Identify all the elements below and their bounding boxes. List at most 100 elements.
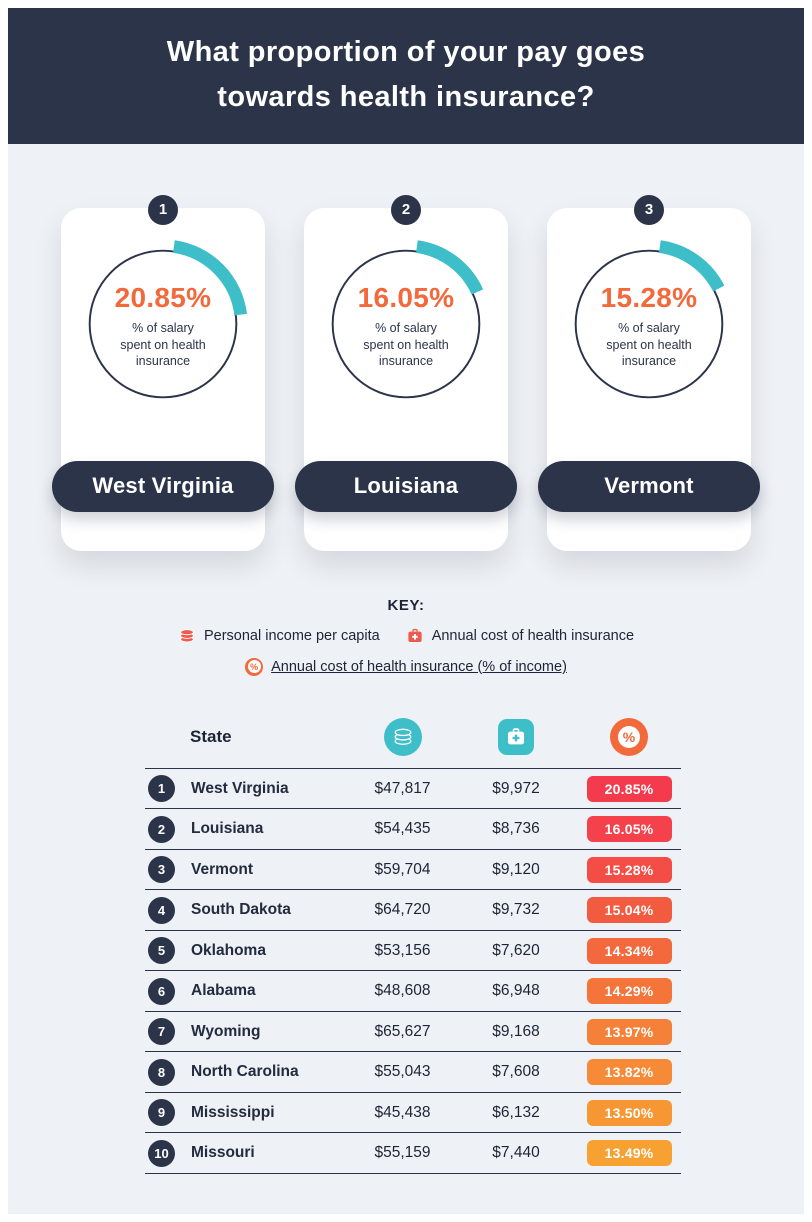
percent-value: 16.05%: [357, 282, 455, 314]
column-header-cost-icon: [498, 718, 534, 755]
table-row: 1 West Virginia $47,817 $9,972 20.85%: [145, 769, 681, 810]
content-area: What proportion of your pay goes towards…: [8, 8, 804, 1214]
percent-badge-cell: 16.05%: [577, 816, 681, 843]
column-header-income-icon: [383, 717, 422, 756]
donut-label: 16.05% % of salary spent on health insur…: [318, 236, 494, 412]
rank-badge: 8: [148, 1058, 175, 1086]
state-cell: 2 Louisiana: [145, 815, 350, 843]
cost-value: $9,168: [492, 1022, 540, 1040]
income-value: $64,720: [374, 901, 431, 919]
table-body: 1 West Virginia $47,817 $9,972 20.85% 2 …: [145, 767, 681, 1174]
state-name: Wyoming: [191, 1022, 261, 1040]
rank-badge: 6: [148, 977, 175, 1005]
percent-badge-cell: 13.82%: [577, 1059, 681, 1086]
percent-glyph: %: [618, 725, 640, 748]
state-card-vermont: 3 15.28% % of salary spent on health ins…: [538, 194, 760, 551]
rank-number: 1: [158, 201, 168, 219]
header: What proportion of your pay goes towards…: [8, 8, 804, 144]
state-cell: 7 Wyoming: [145, 1018, 350, 1046]
income-value: $54,435: [374, 820, 431, 838]
rank-badge: 10: [148, 1139, 175, 1167]
coins-icon: [394, 728, 411, 745]
donut-chart: 20.85% % of salary spent on health insur…: [75, 236, 251, 412]
state-cell: 1 West Virginia: [145, 775, 350, 803]
income-value: $53,156: [374, 941, 431, 959]
state-name: Louisiana: [191, 820, 264, 838]
rank-badge: 9: [148, 1099, 175, 1127]
percent-badge-cell: 13.49%: [577, 1140, 681, 1167]
rank-badge: 3: [148, 856, 175, 884]
page-title-line1: What proportion of your pay goes: [166, 36, 646, 68]
percent-caption-line: spent on health: [120, 337, 206, 352]
top-states-cards: 1 20.85% % of salary spent on health ins…: [8, 194, 804, 551]
state-name: Missouri: [191, 1144, 255, 1162]
legend: KEY: Personal income per capita Annua: [8, 597, 804, 676]
cost-value: $6,948: [492, 982, 540, 1000]
percent-badge: 13.82%: [586, 1059, 672, 1086]
state-card-west-virginia: 1 20.85% % of salary spent on health ins…: [52, 194, 274, 551]
percent-caption-line: % of salary: [618, 321, 680, 336]
percent-badge-cell: 20.85%: [577, 775, 681, 802]
percent-badge-cell: 13.50%: [577, 1099, 681, 1126]
state-cell: 4 South Dakota: [145, 896, 350, 924]
income-value: $45,438: [374, 1103, 431, 1121]
state-name: West Virginia: [191, 779, 289, 797]
percent-badge: 20.85%: [586, 775, 672, 802]
percent-value: 20.85%: [114, 282, 212, 314]
rank-badge: 4: [148, 896, 175, 924]
coins-icon: [180, 629, 194, 643]
percent-badge: 14.34%: [586, 937, 672, 964]
medical-kit-icon: [507, 728, 525, 745]
legend-item-percent: % Annual cost of health insurance (% of …: [245, 657, 567, 676]
legend-row-1: Personal income per capita Annual cost o…: [8, 627, 804, 645]
percent-badge-cell: 14.34%: [577, 937, 681, 964]
rank-badge: 1: [148, 194, 178, 225]
table-row: 2 Louisiana $54,435 $8,736 16.05%: [145, 809, 681, 850]
income-value: $55,043: [374, 1063, 431, 1081]
donut-label: 20.85% % of salary spent on health insur…: [75, 236, 251, 412]
legend-item-income: Personal income per capita: [178, 627, 380, 645]
page-title-line2: towards health insurance?: [217, 80, 595, 113]
table-row: 5 Oklahoma $53,156 $7,620 14.34%: [145, 931, 681, 972]
state-pill: Vermont: [538, 460, 760, 512]
page-title: What proportion of your pay goes towards…: [38, 30, 774, 120]
income-value: $65,627: [374, 1022, 431, 1040]
income-value: $55,159: [374, 1144, 431, 1162]
percent-badge-cell: 15.28%: [577, 856, 681, 883]
percent-caption-line: % of salary: [375, 321, 437, 336]
state-name: South Dakota: [191, 901, 291, 919]
percent-glyph: %: [247, 660, 261, 674]
cost-value: $7,440: [492, 1144, 540, 1162]
cost-value: $8,736: [492, 820, 540, 838]
table-row: 8 North Carolina $55,043 $7,608 13.82%: [145, 1052, 681, 1093]
state-cell: 5 Oklahoma: [145, 937, 350, 965]
legend-income-label: Personal income per capita: [203, 627, 380, 644]
state-card-louisiana: 2 16.05% % of salary spent on health ins…: [295, 194, 517, 551]
legend-title: KEY:: [387, 596, 425, 614]
state-cell: 10 Missouri: [145, 1139, 350, 1167]
cost-value: $9,120: [492, 860, 540, 878]
percent-badge: 16.05%: [586, 816, 672, 843]
rank-badge: 3: [634, 194, 664, 225]
income-value: $47,817: [374, 779, 431, 797]
donut-label: 15.28% % of salary spent on health insur…: [561, 236, 737, 412]
rank-badge: 5: [148, 937, 175, 965]
state-pill: West Virginia: [52, 460, 274, 512]
percent-caption-line: insurance: [135, 354, 191, 369]
state-name: Vermont: [604, 473, 694, 499]
state-name: Alabama: [191, 982, 256, 1000]
state-name: North Carolina: [191, 1063, 299, 1081]
state-name: Mississippi: [191, 1103, 275, 1121]
legend-percent-label: Annual cost of health insurance (% of in…: [271, 658, 567, 675]
percent-caption-line: insurance: [378, 354, 434, 369]
percent-badge: 15.28%: [586, 856, 672, 883]
percent-badge-cell: 14.29%: [577, 978, 681, 1005]
table-row: 3 Vermont $59,704 $9,120 15.28%: [145, 850, 681, 891]
percent-badge-cell: 13.97%: [577, 1018, 681, 1045]
medical-kit-icon: [408, 628, 422, 642]
legend-item-cost: Annual cost of health insurance: [406, 627, 634, 645]
states-table: State %: [145, 717, 681, 1174]
legend-cost-label: Annual cost of health insurance: [431, 627, 635, 644]
state-name: West Virginia: [92, 473, 234, 499]
